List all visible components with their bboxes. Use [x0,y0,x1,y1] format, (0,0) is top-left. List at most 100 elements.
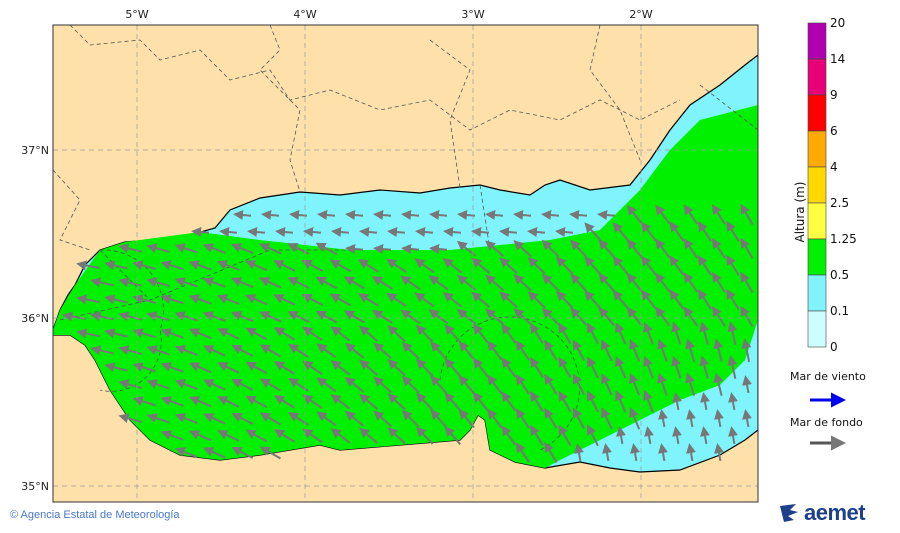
swell-arrow [217,430,240,442]
swell-arrow [288,343,309,358]
swell-arrow [658,409,668,428]
swell-arrow [485,240,504,257]
swell-arrow [329,293,352,307]
swell-arrow [359,227,378,237]
swell-arrow [714,409,724,428]
swell-arrow [387,359,406,377]
swell-arrow [727,355,738,379]
swell-arrow [146,243,170,254]
swell-arrow [501,425,517,446]
colorbar-segment [807,274,827,312]
swell-arrow [658,443,668,462]
swell-arrow [713,372,724,396]
swell-arrow [711,306,726,327]
swell-arrow [373,210,392,220]
swell-arrow [189,362,212,374]
swell-arrow [118,243,142,254]
swell-arrow [601,407,613,430]
swell-arrow [587,322,599,345]
swell-arrow [345,244,364,254]
swell-arrow [487,408,503,429]
borders [53,25,758,451]
swell-arrow [458,374,475,395]
swell-arrow [146,311,170,322]
swell-arrow [415,227,434,237]
swell-arrow [655,204,671,225]
colorbar-tick-label: 0.5 [830,268,850,282]
swell-arrow [429,244,448,254]
swell-arrow [146,277,170,288]
swell-arrow [726,254,740,276]
swell-arrow [515,408,530,429]
colorbar-segment [807,166,827,204]
swell-arrow [76,260,100,271]
swell-arrow [714,443,724,462]
swell-arrow [643,389,654,413]
swell-arrow [442,258,463,274]
swell-arrow [104,362,128,373]
swell-arrow [472,323,489,344]
swell-arrow [530,425,544,446]
swell-arrow [444,392,461,411]
swell-arrow [501,357,517,378]
swell-arrow [230,311,254,323]
swell-arrow [174,311,198,322]
swell-arrow [671,321,682,345]
swell-arrow [711,272,726,293]
swell-arrow [245,294,268,306]
swell-arrow [259,277,282,289]
colorbar-tick-label: 0.1 [830,304,850,318]
swell-arrow [287,243,310,255]
swell-arrow [301,259,324,272]
swell-arrow [118,311,142,322]
swell-arrow [429,210,448,220]
swell-arrow [430,341,448,360]
swell-arrow [541,307,560,326]
swell-arrow [273,361,295,375]
swell-arrow [90,311,114,322]
swell-arrow [558,322,572,345]
swell-arrow [118,413,142,423]
swell-arrow [373,244,392,254]
swell-arrow [612,256,629,276]
colorbar-segment [807,310,827,348]
swell-arrow [713,338,724,362]
swell-arrow [544,373,558,395]
swell-arrow [697,289,712,310]
swell-arrow [203,413,226,425]
swell-arrow [231,447,254,459]
map-frame [52,24,759,503]
swell-arrow [587,424,599,447]
swell-arrow [513,308,532,326]
swell-arrow [174,413,198,424]
swell-arrow [644,426,654,445]
swell-arrow [174,447,198,458]
swell-arrow [189,328,212,340]
swell-arrow [216,260,240,271]
swell-arrow [655,238,671,259]
swell-arrow [574,443,584,462]
swell-arrow [527,290,546,309]
swell-arrow [203,379,226,391]
swell-arrow [414,292,435,308]
swell-arrow [602,443,612,462]
lon-label: 5°W [125,8,148,21]
swell-arrow [513,240,532,258]
swell-arrow [541,210,560,220]
swell-arrow [401,409,420,428]
swell-arrow [629,372,641,396]
swell-arrow [597,210,616,220]
swell-arrow [359,325,379,342]
swell-arrow [601,339,613,362]
swell-arrow [530,357,544,378]
swell-arrow [359,427,379,444]
swell-arrow [657,372,668,396]
swell-arrow [316,343,337,359]
copyright-text: © Agencia Estatal de Meteorología [10,509,180,521]
swell-arrow [740,237,754,259]
swell-arrow [570,273,588,292]
swell-arrow [231,345,254,357]
swell-arrow [330,428,351,444]
swell-arrow [146,413,170,424]
swell-arrow [428,309,449,325]
